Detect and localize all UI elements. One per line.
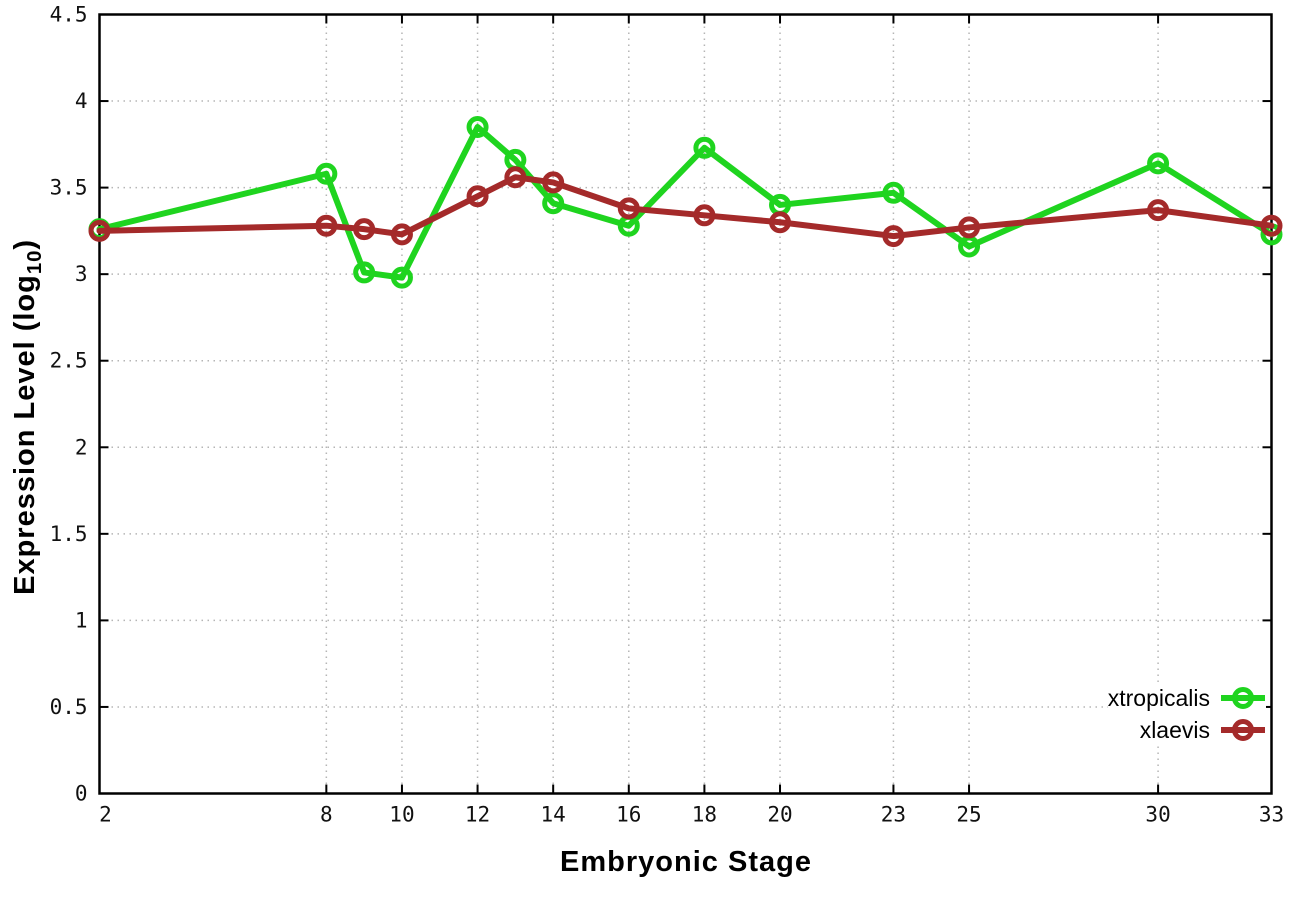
x-tick-label: 12: [465, 803, 490, 827]
data-point-xlaevis-stage-2: [88, 219, 111, 242]
y-tick-label: 2.5: [50, 349, 88, 373]
legend-line-point-icon: [1221, 719, 1265, 741]
data-point-xtropicalis-stage-9: [353, 261, 376, 284]
legend-label-xlaevis: xlaevis: [1139, 716, 1210, 743]
data-point-xlaevis-stage-8: [315, 214, 338, 237]
legend-item-xlaevis: xlaevis: [1140, 714, 1266, 746]
data-point-xtropicalis-stage-30: [1147, 152, 1170, 175]
data-point-xtropicalis-stage-23: [882, 181, 905, 204]
data-point-xlaevis-stage-33: [1260, 214, 1283, 237]
data-point-xlaevis-stage-12: [466, 185, 489, 208]
x-axis-title: Embryonic Stage: [560, 846, 812, 878]
data-point-xlaevis-stage-10: [390, 223, 413, 246]
data-point-xlaevis-stage-25: [958, 216, 981, 239]
data-point-xtropicalis-stage-12: [466, 116, 489, 139]
data-point-xlaevis-stage-23: [882, 225, 905, 248]
y-axis-title-suffix: ): [9, 238, 42, 250]
data-point-xtropicalis-stage-10: [390, 266, 413, 289]
y-tick-label: 0.5: [50, 695, 88, 719]
data-point-xtropicalis-stage-8: [315, 162, 338, 185]
y-tick-label: 1: [75, 608, 88, 632]
data-point-xlaevis-stage-16: [617, 197, 640, 220]
x-tick-label: 30: [1145, 803, 1170, 827]
y-tick-label: 3.5: [50, 176, 88, 200]
y-tick-label: 2: [75, 435, 88, 459]
data-point-xlaevis-stage-13: [504, 166, 527, 189]
y-tick-label: 0: [75, 782, 88, 806]
legend: xtropicalis xlaevis: [1107, 682, 1266, 746]
legend-item-xtropicalis: xtropicalis: [1108, 682, 1266, 714]
series-line-xtropicalis: [96, 124, 1275, 281]
y-axis-title-subscript: 10: [23, 249, 46, 275]
data-point-xlaevis-stage-20: [769, 211, 792, 234]
y-tick-label: 4: [75, 89, 88, 113]
x-tick-label: 20: [767, 803, 792, 827]
legend-label-xtropicalis: xtropicalis: [1107, 684, 1210, 711]
data-point-xlaevis-stage-9: [353, 218, 376, 241]
x-tick-label: 14: [541, 803, 566, 827]
x-tick-label: 8: [320, 803, 333, 827]
x-tick-label: 25: [956, 803, 981, 827]
x-tick-label: 2: [99, 803, 112, 827]
x-tick-label: 18: [692, 803, 717, 827]
x-tick-label: 23: [881, 803, 906, 827]
y-axis-title: Expression Level (log10): [9, 117, 47, 717]
data-point-xtropicalis-stage-18: [693, 136, 716, 159]
y-tick-label: 3: [75, 262, 88, 286]
x-tick-label: 33: [1259, 803, 1284, 827]
data-point-xlaevis-stage-30: [1147, 199, 1170, 222]
y-tick-label: 4.5: [50, 3, 88, 27]
data-point-xlaevis-stage-18: [693, 204, 716, 227]
y-tick-label: 1.5: [50, 522, 88, 546]
y-axis-title-text: Expression Level (log: [9, 274, 42, 595]
data-point-xlaevis-stage-14: [542, 171, 565, 194]
x-tick-label: 16: [616, 803, 641, 827]
legend-line-point-icon: [1221, 687, 1265, 709]
x-tick-label: 10: [389, 803, 414, 827]
data-point-xtropicalis-stage-14: [542, 192, 565, 215]
